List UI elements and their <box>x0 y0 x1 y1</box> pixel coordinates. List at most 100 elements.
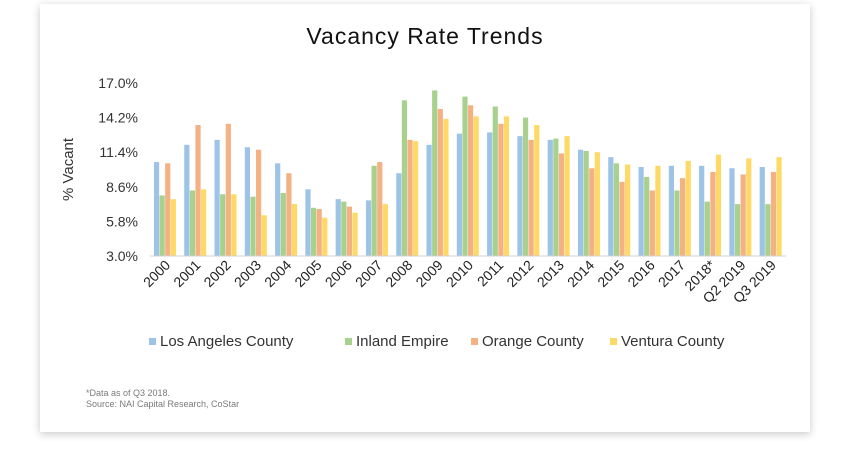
bar-inland-empire <box>492 106 498 256</box>
bar-orange-county <box>437 108 443 256</box>
bar-orange-county <box>256 149 262 256</box>
bar-los-angeles-county <box>668 165 674 256</box>
x-tick-label: 2000 <box>140 257 173 290</box>
chart-card: Vacancy Rate Trends 17.0% 14.2% 11.4% 8.6% 5… <box>40 4 810 432</box>
y-tick-label: 11.4% <box>99 144 138 160</box>
bar-inland-empire <box>220 194 226 256</box>
bar-orange-county <box>468 105 474 256</box>
bar-los-angeles-county <box>759 167 765 256</box>
bar-ventura-county <box>564 136 570 256</box>
bar-inland-empire <box>644 176 650 256</box>
bar-orange-county <box>407 139 413 256</box>
bar-inland-empire <box>371 165 377 256</box>
bar-los-angeles-county <box>214 139 220 256</box>
bar-ventura-county <box>170 199 176 256</box>
chart-title: Vacancy Rate Trends <box>306 23 544 49</box>
bar-ventura-county <box>534 125 540 256</box>
y-axis-title: % Vacant <box>60 137 77 201</box>
bar-ventura-county <box>291 204 298 256</box>
bar-los-angeles-county <box>244 147 250 256</box>
bar-los-angeles-county <box>638 167 644 256</box>
bar-ventura-county <box>503 116 510 256</box>
x-tick-label: 2004 <box>261 257 294 290</box>
bar-los-angeles-county <box>153 162 160 256</box>
bar-orange-county <box>316 209 322 256</box>
bar-los-angeles-county <box>305 189 311 256</box>
bar-inland-empire <box>310 207 317 256</box>
vacancy-bar-chart: 17.0%14.2%11.4%8.6%5.8%3.0%% Vacant20002… <box>60 75 786 350</box>
bar-inland-empire <box>189 190 196 256</box>
bar-inland-empire <box>250 196 256 256</box>
bar-orange-county <box>528 139 534 256</box>
x-tick-label: 2012 <box>503 257 536 290</box>
bar-orange-county <box>195 125 201 256</box>
bar-orange-county <box>680 178 686 256</box>
bar-los-angeles-county <box>275 163 281 256</box>
bar-orange-county <box>165 163 171 256</box>
bar-inland-empire <box>613 163 620 256</box>
bar-inland-empire <box>553 138 559 256</box>
bar-los-angeles-county <box>517 136 523 256</box>
bar-los-angeles-county <box>547 139 553 256</box>
x-tick-label: 2007 <box>352 257 385 290</box>
bar-los-angeles-county <box>335 199 341 256</box>
bar-orange-county <box>346 206 353 256</box>
bar-inland-empire <box>401 100 408 256</box>
x-tick-label: 2006 <box>322 257 355 290</box>
y-tick-label: 8.6% <box>106 179 138 195</box>
bar-orange-county <box>225 123 231 257</box>
bar-orange-county <box>286 173 292 256</box>
bar-inland-empire <box>734 204 741 256</box>
x-tick-label: 2014 <box>564 257 597 290</box>
x-tick-label: 2001 <box>170 257 203 290</box>
bar-ventura-county <box>231 194 237 256</box>
x-tick-label: 2010 <box>443 257 476 290</box>
bar-ventura-county <box>655 165 661 256</box>
bar-ventura-county <box>382 204 388 256</box>
footnote-source: Source: NAI Capital Research, CoStar <box>86 399 240 409</box>
legend-swatch <box>610 338 617 345</box>
footnote-note: *Data as of Q3 2018. <box>86 388 171 398</box>
bar-orange-county <box>710 171 716 256</box>
y-tick-label: 14.2% <box>98 110 138 126</box>
bar-inland-empire <box>432 90 438 257</box>
bar-los-angeles-county <box>577 149 584 256</box>
bar-inland-empire <box>522 117 529 256</box>
bar-los-angeles-county <box>365 200 372 256</box>
bar-los-angeles-county <box>729 168 735 256</box>
bar-orange-county <box>740 174 746 256</box>
bar-ventura-county <box>261 215 267 256</box>
bar-ventura-county <box>473 116 479 256</box>
bar-ventura-county <box>322 217 328 256</box>
x-tick-label: 2005 <box>291 257 324 290</box>
bar-orange-county <box>498 123 504 257</box>
y-tick-label: 5.8% <box>106 213 138 229</box>
x-tick-label: 2013 <box>534 257 567 290</box>
legend-label: Orange County <box>482 333 584 350</box>
bar-ventura-county <box>413 141 419 256</box>
legend-label: Inland Empire <box>356 333 449 350</box>
bar-inland-empire <box>341 201 347 256</box>
footnote: *Data as of Q3 2018. Source: NAI Capital… <box>86 388 239 410</box>
bar-inland-empire <box>765 204 771 256</box>
bar-los-angeles-county <box>487 132 493 256</box>
bar-orange-county <box>558 153 565 256</box>
bar-ventura-county <box>443 118 449 256</box>
bar-inland-empire <box>583 150 589 256</box>
bar-ventura-county <box>594 152 600 256</box>
legend-label: Los Angeles County <box>160 333 294 350</box>
bar-ventura-county <box>715 154 722 256</box>
y-tick-label: 3.0% <box>106 248 138 264</box>
bar-inland-empire <box>674 190 680 256</box>
bar-los-angeles-county <box>608 157 614 256</box>
bar-ventura-county <box>201 189 207 256</box>
x-tick-label: 2009 <box>412 257 445 290</box>
legend-swatch <box>471 338 478 345</box>
bar-inland-empire <box>462 96 468 256</box>
x-tick-label: 2015 <box>594 257 627 290</box>
bar-orange-county <box>770 171 777 256</box>
bar-ventura-county <box>746 158 752 256</box>
bar-los-angeles-county <box>184 144 190 256</box>
bar-orange-county <box>589 168 595 256</box>
bar-inland-empire <box>280 192 286 256</box>
